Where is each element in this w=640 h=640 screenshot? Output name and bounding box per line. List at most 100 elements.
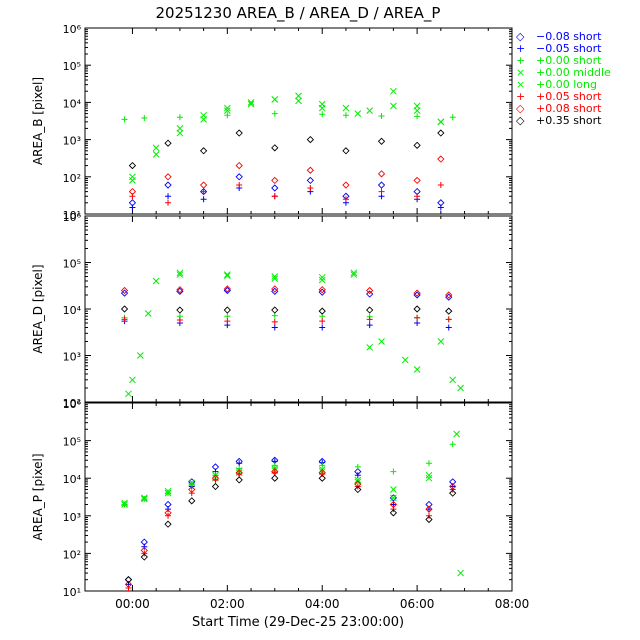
x-tick-label: 06:00 — [400, 597, 435, 611]
data-point — [200, 111, 207, 119]
series-group — [129, 87, 445, 181]
data-point — [141, 115, 148, 122]
legend-label: +0.08 short — [536, 102, 602, 115]
data-point — [152, 151, 160, 158]
data-point — [247, 99, 255, 106]
data-point — [176, 306, 184, 314]
data-point — [223, 306, 231, 314]
data-point — [164, 509, 172, 517]
data-point — [414, 314, 421, 321]
data-point — [366, 286, 374, 295]
legend-item: ◇ +0.35 short — [516, 114, 602, 127]
data-point — [223, 107, 231, 115]
data-point — [152, 277, 160, 285]
data-point — [437, 338, 445, 345]
data-point — [413, 176, 421, 185]
y-tick-label: 10⁴ — [63, 97, 82, 110]
data-point — [378, 113, 385, 120]
data-point — [164, 139, 172, 147]
data-point — [319, 111, 326, 118]
data-points — [121, 87, 456, 211]
series-group — [129, 269, 457, 384]
data-point — [235, 161, 243, 170]
data-point — [120, 305, 129, 313]
data-point — [414, 193, 421, 200]
data-point — [425, 515, 433, 524]
legend-label: −0.08 short — [536, 30, 602, 43]
x-ticks: 00:00 02:00 04:00 06:00 08:00 — [115, 403, 529, 611]
data-point — [121, 501, 128, 508]
data-point — [377, 137, 386, 145]
data-point — [319, 324, 326, 331]
y-axis-label: AREA_P [pixel] — [31, 453, 45, 540]
legend-item: × +0.00 middle — [516, 66, 611, 79]
data-point — [425, 512, 432, 519]
legend: ◇ −0.08 short + −0.05 short + +0.00 short × +0.… — [516, 30, 611, 127]
data-point — [342, 147, 350, 155]
data-point — [188, 485, 196, 494]
data-point — [342, 181, 350, 189]
data-point — [354, 478, 362, 486]
chart-title: 20251230 AREA_B / AREA_D / AREA_P — [156, 4, 441, 23]
series-group — [125, 458, 456, 588]
data-point — [140, 495, 148, 503]
data-point — [176, 317, 183, 324]
x-tick-label: 00:00 — [115, 597, 150, 611]
data-point — [449, 376, 457, 384]
data-point — [223, 271, 231, 278]
data-point — [342, 196, 349, 203]
y-tick-label: 10² — [63, 397, 81, 410]
data-point — [128, 187, 137, 196]
data-point — [200, 188, 207, 195]
data-point — [342, 112, 349, 119]
data-point — [319, 462, 326, 469]
data-point — [125, 585, 132, 592]
legend-label: +0.00 long — [536, 78, 597, 91]
plot-frame — [84, 402, 513, 592]
series-group — [121, 110, 456, 123]
data-point — [366, 306, 374, 314]
data-point — [236, 460, 243, 467]
series-group — [121, 467, 464, 577]
data-point — [144, 310, 152, 317]
data-point — [306, 166, 314, 174]
data-point — [318, 307, 326, 315]
y-tick-label: 10⁵ — [63, 258, 81, 271]
data-point — [271, 318, 278, 325]
panel-3: 00:00 02:00 04:00 06:00 08:00 10¹ 10² 10³ 10⁴ 10⁵… — [31, 398, 529, 611]
series-group — [124, 467, 457, 589]
series-group — [120, 305, 453, 315]
panel-1: 10¹ 10² 10³ 10⁴ 10⁵ 10⁶ AREA_B [pixel] — [31, 23, 513, 222]
legend-item: + +0.00 short — [516, 54, 602, 67]
data-point — [211, 474, 220, 482]
legend-item: ◇ +0.08 short — [516, 102, 602, 115]
data-point — [295, 97, 302, 105]
data-point — [378, 188, 385, 195]
data-point — [165, 199, 172, 206]
series-group — [124, 474, 457, 584]
data-point — [445, 291, 453, 299]
data-point — [437, 118, 445, 126]
x-axis-label: Start Time (29-Dec-25 23:00:00) — [192, 615, 404, 630]
x-tick-label: 08:00 — [495, 597, 530, 611]
data-point — [413, 102, 421, 110]
legend-label: +0.35 short — [536, 114, 602, 127]
y-tick-label: 10³ — [63, 511, 81, 524]
x-ticks — [131, 28, 513, 214]
data-point — [140, 553, 148, 561]
data-point — [176, 271, 184, 278]
y-tick-label: 10⁴ — [63, 473, 82, 486]
data-point — [128, 161, 137, 170]
data-point — [271, 193, 278, 200]
data-point — [125, 390, 132, 398]
data-point — [354, 110, 362, 117]
data-point — [271, 184, 279, 192]
data-point — [414, 113, 421, 120]
y-tick-label: 10³ — [63, 351, 81, 364]
data-point — [164, 181, 172, 189]
legend-label: +0.05 short — [536, 90, 602, 103]
data-point — [165, 506, 172, 513]
y-ticks: 10¹ 10² 10³ 10⁴ 10⁵ 10⁶ — [63, 398, 512, 599]
data-point — [390, 468, 397, 475]
data-point — [378, 338, 385, 345]
